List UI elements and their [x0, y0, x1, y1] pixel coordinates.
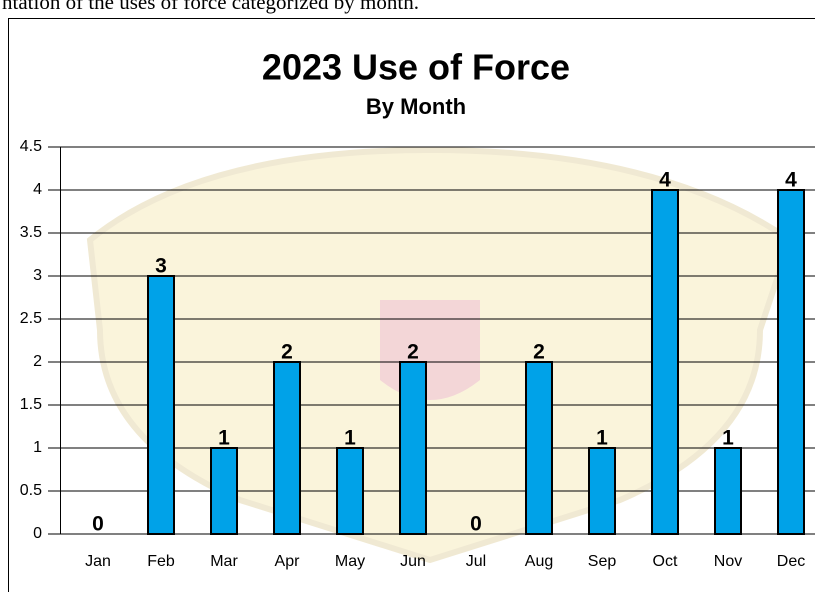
bar	[274, 362, 300, 534]
x-tick-label: Sep	[588, 553, 617, 570]
value-label: 3	[155, 255, 167, 278]
y-tick-label: 4.5	[20, 138, 42, 155]
value-label: 2	[281, 341, 293, 364]
bar	[715, 448, 741, 534]
value-label: 0	[470, 513, 482, 536]
caption: ntation of the uses of force categorized…	[2, 0, 419, 14]
page: {"caption": "ntation of the uses of forc…	[0, 0, 815, 592]
bar	[589, 448, 615, 534]
y-tick-label: 1.5	[20, 396, 42, 413]
value-label: 1	[218, 427, 230, 450]
bar	[148, 276, 174, 534]
y-tick-label: 4	[33, 181, 42, 198]
chart-title: 2023 Use of Force	[262, 47, 570, 88]
value-label: 1	[596, 427, 608, 450]
x-tick-label: Jun	[400, 553, 426, 570]
bar	[778, 190, 804, 534]
y-tick-label: 2	[33, 353, 42, 370]
bar	[652, 190, 678, 534]
bar	[337, 448, 363, 534]
y-tick-label: 3	[33, 267, 42, 284]
x-tick-label: Jul	[466, 553, 486, 570]
x-tick-label: Mar	[210, 553, 238, 570]
bar	[400, 362, 426, 534]
y-tick-label: 0	[33, 525, 42, 542]
chart: ntation of the uses of force categorized…	[0, 0, 815, 592]
x-tick-label: Dec	[777, 553, 805, 570]
y-tick-label: 1	[33, 439, 42, 456]
bar	[526, 362, 552, 534]
value-label: 4	[659, 169, 671, 192]
x-tick-label: Jan	[85, 553, 111, 570]
x-tick-label: Nov	[714, 553, 742, 570]
x-tick-label: Feb	[147, 553, 175, 570]
x-tick-label: Oct	[653, 553, 678, 570]
x-tick-label: Aug	[525, 553, 553, 570]
value-label: 1	[722, 427, 734, 450]
x-tick-label: May	[335, 553, 365, 570]
y-tick-label: 2.5	[20, 310, 42, 327]
value-label: 2	[407, 341, 419, 364]
value-label: 2	[533, 341, 545, 364]
y-tick-label: 3.5	[20, 224, 42, 241]
y-tick-label: 0.5	[20, 482, 42, 499]
chart-subtitle: By Month	[366, 94, 466, 119]
x-tick-label: Apr	[275, 553, 301, 570]
bar	[211, 448, 237, 534]
value-label: 0	[92, 513, 104, 536]
value-label: 1	[344, 427, 356, 450]
badge-watermark	[90, 150, 790, 560]
value-label: 4	[785, 169, 797, 192]
